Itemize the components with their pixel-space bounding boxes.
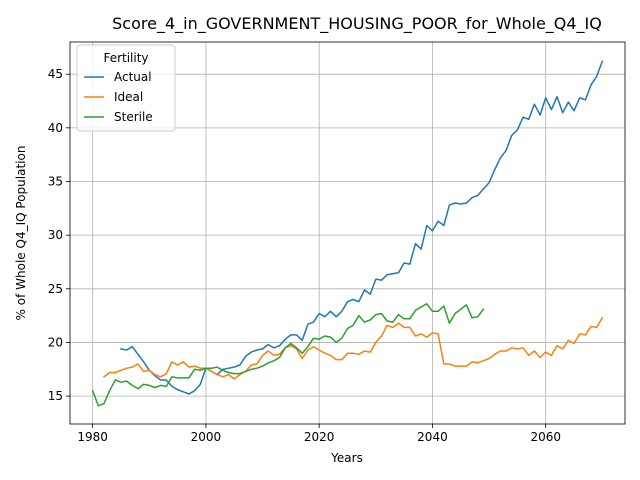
y-tick-label: 25 bbox=[48, 282, 63, 296]
x-axis-ticks: 1980 2000 2020 2040 2060 bbox=[77, 424, 561, 444]
legend-box bbox=[76, 44, 176, 132]
y-axis-ticks: 15 20 25 30 35 40 45 bbox=[48, 67, 70, 403]
plot-frame bbox=[69, 41, 626, 425]
series-line-actual bbox=[120, 60, 604, 395]
y-tick-label: 20 bbox=[48, 335, 63, 349]
x-axis-label: Years bbox=[330, 451, 363, 465]
y-tick-label: 35 bbox=[48, 174, 63, 188]
y-axis-label: % of Whole Q4_IQ Population bbox=[14, 146, 28, 321]
legend-items: Actual Ideal Sterile bbox=[84, 70, 153, 124]
y-tick-label: 15 bbox=[48, 389, 63, 403]
legend-label-sterile: Sterile bbox=[114, 110, 153, 124]
chart-title: Score_4_in_GOVERNMENT_HOUSING_POOR_for_W… bbox=[112, 14, 602, 34]
legend: Fertility Actual Ideal Sterile bbox=[76, 44, 176, 132]
y-tick-label: 40 bbox=[48, 121, 63, 135]
y-tick-label: 30 bbox=[48, 228, 63, 242]
x-tick-label: 2060 bbox=[530, 430, 561, 444]
legend-title: Fertility bbox=[103, 51, 148, 65]
legend-label-actual: Actual bbox=[114, 70, 152, 84]
series-line-sterile bbox=[91, 303, 485, 407]
series-lines bbox=[91, 60, 604, 407]
x-tick-label: 1980 bbox=[77, 430, 108, 444]
grid-lines bbox=[70, 42, 625, 424]
y-tick-label: 45 bbox=[48, 67, 63, 81]
x-tick-label: 2020 bbox=[304, 430, 335, 444]
x-tick-label: 2000 bbox=[191, 430, 222, 444]
x-tick-label: 2040 bbox=[417, 430, 448, 444]
series-line-ideal bbox=[102, 316, 604, 380]
legend-label-ideal: Ideal bbox=[114, 90, 143, 104]
